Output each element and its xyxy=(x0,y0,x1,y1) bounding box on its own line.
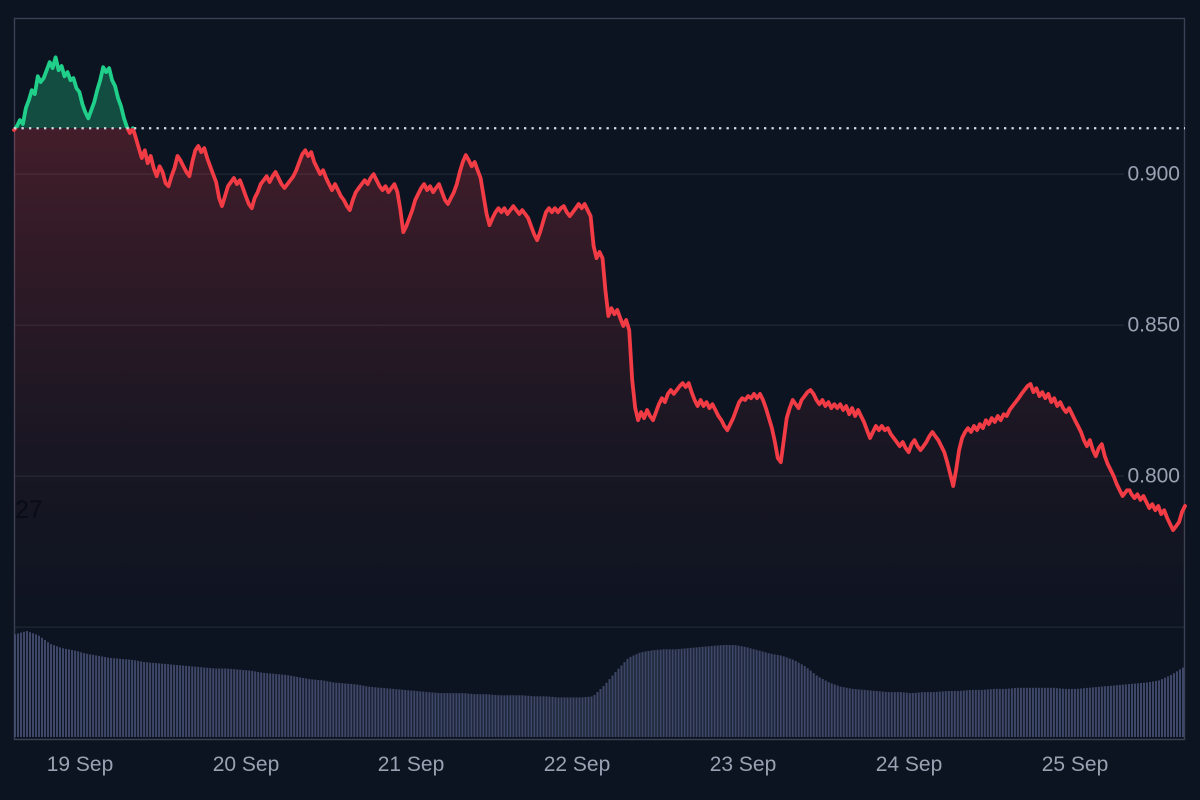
x-axis-label-21-sep: 21 Sep xyxy=(377,753,445,776)
y-axis-label-0850: 0.850 xyxy=(1124,312,1183,338)
price-line-up xyxy=(12,55,135,129)
price-area-below-baseline xyxy=(14,128,1185,740)
x-axis-label-20-sep: 20 Sep xyxy=(212,753,280,776)
x-axis-label-22-sep: 22 Sep xyxy=(543,753,611,776)
x-axis-label-25-sep: 25 Sep xyxy=(1041,753,1109,776)
price-line-down xyxy=(12,128,1187,532)
x-axis-label-23-sep: 23 Sep xyxy=(709,753,777,776)
price-area-above-baseline xyxy=(14,57,1185,129)
watermark-text: 27 xyxy=(15,496,43,524)
x-axis-label-19-sep: 19 Sep xyxy=(46,753,114,776)
y-axis-label-0800: 0.800 xyxy=(1124,463,1183,489)
volume-bars xyxy=(14,631,1184,737)
y-axis-label-0900: 0.900 xyxy=(1124,161,1183,187)
x-axis-label-24-sep: 24 Sep xyxy=(875,753,943,776)
plot-border xyxy=(13,17,1186,741)
